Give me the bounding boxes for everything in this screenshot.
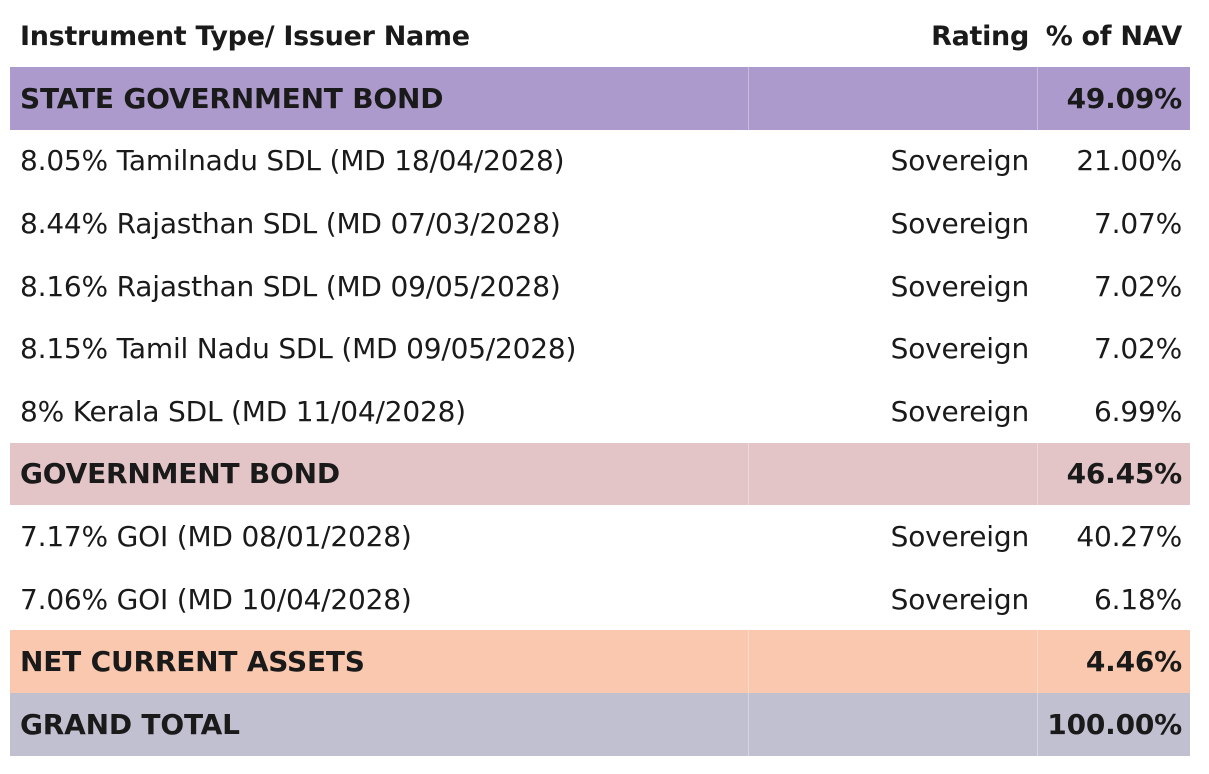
instrument-nav: 7.07%	[1094, 206, 1182, 240]
instrument-rating: Sovereign	[890, 206, 1030, 240]
section-nav: 100.00%	[1037, 692, 1190, 756]
section-rating	[748, 692, 1037, 756]
section-row-grand-total: GRAND TOTAL 100.00%	[10, 692, 1190, 756]
section-rating	[748, 442, 1037, 506]
instrument-rating: Sovereign	[890, 144, 1030, 178]
table-row: 8.16% Rajasthan SDL (MD 09/05/2028) Sove…	[10, 255, 1190, 318]
table-header-row: Instrument Type/ Issuer Name Rating % of…	[10, 5, 1190, 67]
table-row: 8.44% Rajasthan SDL (MD 07/03/2028) Sove…	[10, 192, 1190, 255]
section-row-state-government-bond: STATE GOVERNMENT BOND 49.09%	[10, 67, 1190, 130]
instrument-name: 8% Kerala SDL (MD 11/04/2028)	[20, 394, 466, 428]
instrument-name: 8.16% Rajasthan SDL (MD 09/05/2028)	[20, 269, 561, 303]
instrument-rating: Sovereign	[890, 519, 1030, 553]
instrument-rating: Sovereign	[890, 332, 1030, 366]
instrument-rating: Sovereign	[890, 582, 1030, 616]
instrument-name: 8.05% Tamilnadu SDL (MD 18/04/2028)	[20, 144, 565, 178]
instrument-nav: 6.18%	[1094, 582, 1182, 616]
instrument-nav: 6.99%	[1094, 394, 1182, 428]
section-rating	[748, 630, 1037, 693]
header-nav: % of NAV	[1045, 20, 1183, 52]
section-rating	[748, 67, 1037, 130]
instrument-rating: Sovereign	[890, 269, 1030, 303]
table-row: 8.15% Tamil Nadu SDL (MD 09/05/2028) Sov…	[10, 317, 1190, 380]
table-row: 7.06% GOI (MD 10/04/2028) Sovereign 6.18…	[10, 568, 1190, 631]
table-row: 7.17% GOI (MD 08/01/2028) Sovereign 40.2…	[10, 505, 1190, 568]
table-row: 8% Kerala SDL (MD 11/04/2028) Sovereign …	[10, 380, 1190, 443]
instrument-name: 8.15% Tamil Nadu SDL (MD 09/05/2028)	[20, 332, 577, 366]
instrument-nav: 40.27%	[1076, 519, 1182, 553]
section-row-net-current-assets: NET CURRENT ASSETS 4.46%	[10, 630, 1190, 693]
section-nav: 4.46%	[1037, 630, 1190, 693]
instrument-name: 7.17% GOI (MD 08/01/2028)	[20, 519, 412, 553]
section-name: GOVERNMENT BOND	[20, 457, 340, 491]
section-name: GRAND TOTAL	[20, 707, 240, 741]
table-row: 8.05% Tamilnadu SDL (MD 18/04/2028) Sove…	[10, 130, 1190, 193]
instrument-nav: 21.00%	[1076, 144, 1182, 178]
section-name: STATE GOVERNMENT BOND	[20, 81, 444, 115]
instrument-nav: 7.02%	[1094, 332, 1182, 366]
instrument-name: 8.44% Rajasthan SDL (MD 07/03/2028)	[20, 206, 561, 240]
section-name: NET CURRENT ASSETS	[20, 645, 365, 679]
section-nav: 49.09%	[1037, 67, 1190, 130]
header-instrument: Instrument Type/ Issuer Name	[20, 20, 470, 52]
instrument-rating: Sovereign	[890, 394, 1030, 428]
instrument-nav: 7.02%	[1094, 269, 1182, 303]
section-row-government-bond: GOVERNMENT BOND 46.45%	[10, 442, 1190, 506]
portfolio-holdings-table: Instrument Type/ Issuer Name Rating % of…	[10, 5, 1190, 756]
header-rating: Rating	[931, 20, 1029, 52]
section-nav: 46.45%	[1037, 442, 1190, 506]
instrument-name: 7.06% GOI (MD 10/04/2028)	[20, 582, 412, 616]
